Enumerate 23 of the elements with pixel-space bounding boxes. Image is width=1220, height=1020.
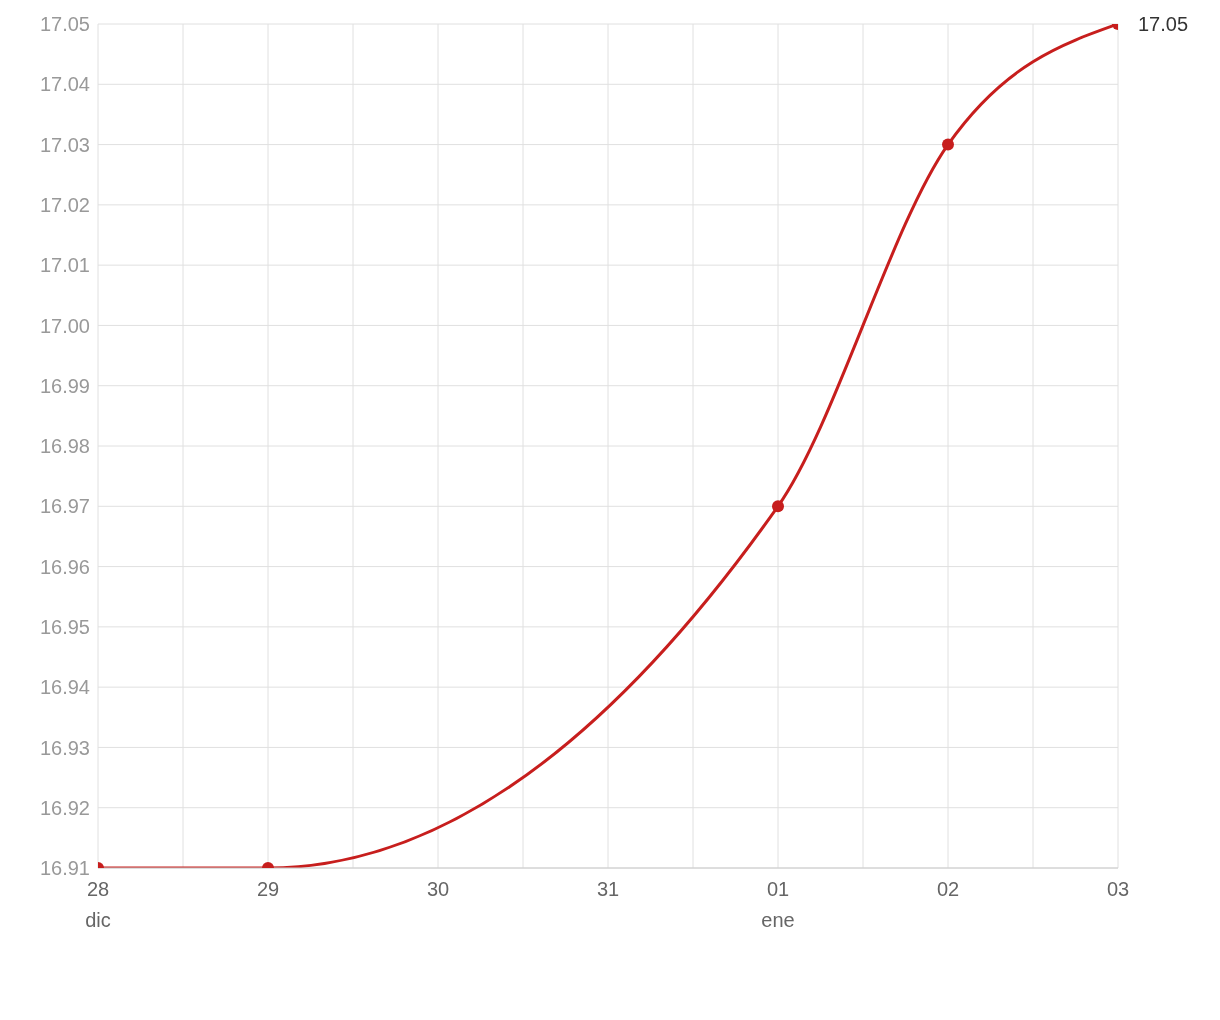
x-tick-label: 01 ene — [761, 878, 795, 931]
y-tick-label: 16.92 — [39, 796, 90, 819]
y-tick-label: 16.97 — [39, 495, 90, 518]
y-tick-label: 16.91 — [39, 857, 90, 880]
y-tick-label: 17.03 — [39, 133, 90, 156]
y-tick-label: 16.93 — [39, 736, 90, 759]
y-tick-label: 16.95 — [39, 615, 90, 638]
y-tick-label: 16.98 — [39, 435, 90, 458]
x-tick-label: 03 — [1106, 878, 1130, 900]
x-tick-label: 31 — [596, 878, 620, 900]
x-tick-label: 02 — [936, 878, 960, 900]
y-tick-label: 17.01 — [39, 254, 90, 277]
y-tick-label: 16.96 — [39, 555, 90, 578]
x-tick-label: 30 — [426, 878, 450, 900]
data-label: 17.05 — [1138, 13, 1189, 35]
y-tick-label: 16.99 — [39, 374, 90, 397]
x-tick-label: 28 dic — [85, 878, 111, 931]
y-tick-label: 17.02 — [39, 193, 90, 216]
y-tick-label: 16.94 — [39, 676, 90, 699]
y-tick-label: 17.04 — [39, 73, 90, 96]
y-tick-label: 17.00 — [39, 314, 90, 337]
x-tick-label: 29 — [256, 878, 280, 900]
y-tick-label: 17.05 — [39, 13, 90, 36]
